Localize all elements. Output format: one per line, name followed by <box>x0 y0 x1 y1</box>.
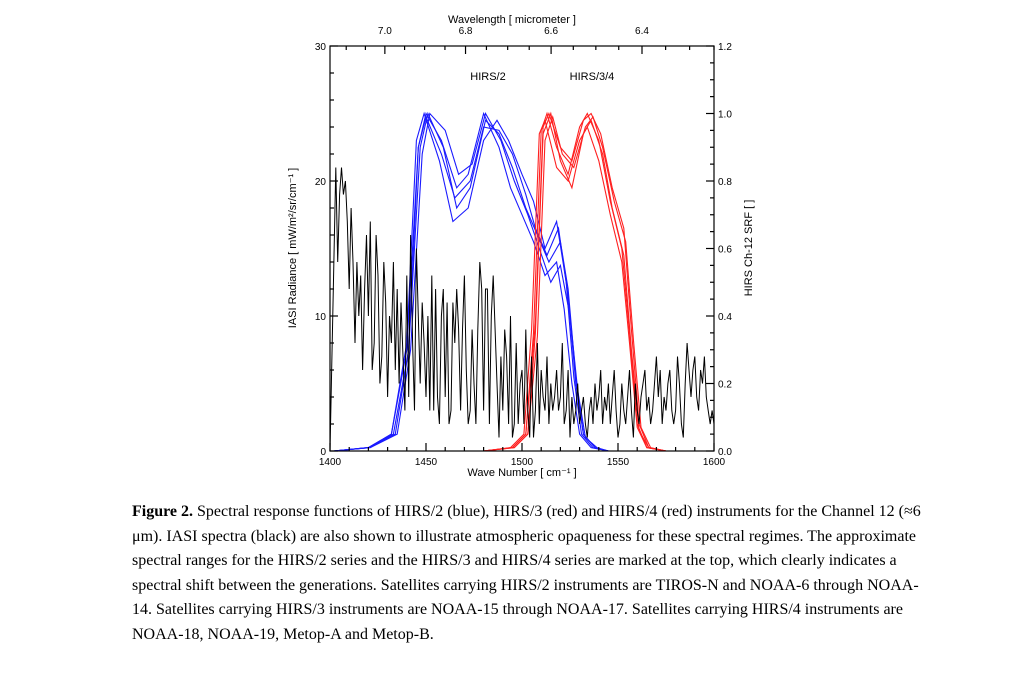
top-tick-label: 6.8 <box>459 26 473 37</box>
y-left-tick-label: 10 <box>315 312 327 323</box>
series-1-curve-3 <box>483 118 667 452</box>
top-tick-label: 6.6 <box>544 26 558 37</box>
y-right-tick-label: 0.4 <box>718 312 732 323</box>
series-0-curve-3 <box>333 112 609 452</box>
top-axis-title: Wavelength [ micrometer ] <box>448 14 576 26</box>
caption-label: Figure 2. <box>132 503 194 520</box>
y-right-tick-label: 1.0 <box>718 110 732 121</box>
y-left-tick-label: 20 <box>315 177 327 188</box>
x-axis-title: Wave Number [ cm⁻¹ ] <box>467 467 576 479</box>
caption-text: Spectral response functions of HIRS/2 (b… <box>132 503 921 643</box>
spectral-chart: 1400 1450 1500 1550 1600 7.0 6.8 6.6 6.4 0 10 20 30 0… <box>287 14 755 479</box>
series-1-curve-2 <box>483 111 667 452</box>
legend-hirs34: HIRS/3/4 <box>570 71 615 83</box>
y-right-tick-label: 1.2 <box>718 42 732 53</box>
figure-caption: Figure 2. Spectral response functions of… <box>132 500 932 647</box>
y-right-axis-title: HIRS Ch-12 SRF [ ] <box>743 200 755 297</box>
x-tick-label: 1400 <box>319 457 342 468</box>
x-tick-label: 1600 <box>703 457 726 468</box>
x-tick-label: 1550 <box>607 457 630 468</box>
axis-ticks: 1400 1450 1500 1550 1600 7.0 6.8 6.6 6.4 0 10 20 30 0… <box>315 26 732 468</box>
series-1-curve-4 <box>483 114 667 452</box>
top-tick-label: 6.4 <box>635 26 649 37</box>
x-tick-label: 1500 <box>511 457 534 468</box>
y-right-tick-label: 0.6 <box>718 245 732 256</box>
y-left-tick-label: 0 <box>320 447 326 458</box>
y-right-tick-label: 0.2 <box>718 380 732 391</box>
y-left-tick-label: 30 <box>315 42 327 53</box>
y-right-tick-label: 0.0 <box>718 447 732 458</box>
x-tick-label: 1450 <box>415 457 438 468</box>
series-0-curve-0 <box>333 111 609 452</box>
y-right-tick-label: 0.8 <box>718 177 732 188</box>
plot-lines <box>329 111 715 452</box>
top-tick-label: 7.0 <box>378 26 392 37</box>
legend-hirs2: HIRS/2 <box>470 71 505 83</box>
y-left-axis-title: IASI Radiance [ mW/m²/sr/cm⁻¹ ] <box>287 168 299 328</box>
series-2-curve-0 <box>329 167 715 452</box>
